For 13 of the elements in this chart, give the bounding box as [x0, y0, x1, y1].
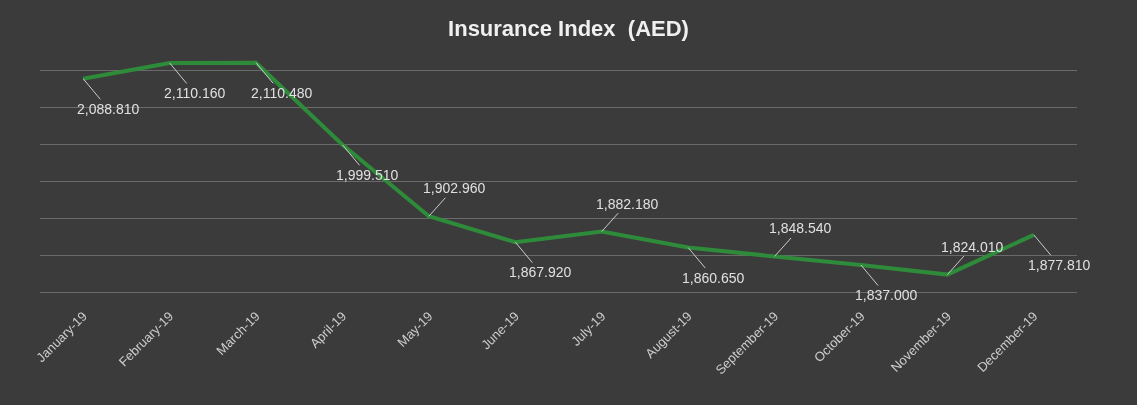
data-label: 2,110.480	[251, 85, 313, 101]
data-label: 1,860.650	[682, 270, 745, 286]
data-label: 2,088.810	[77, 101, 140, 117]
data-label: 1,877.810	[1028, 257, 1091, 273]
data-label: 2,110.160	[164, 85, 226, 101]
data-label: 1,824.010	[941, 239, 1004, 255]
data-label: 1,999.510	[336, 167, 399, 183]
chart-title: Insurance Index (AED)	[448, 15, 689, 41]
data-label: 1,902.960	[423, 180, 486, 196]
data-label: 1,867.920	[509, 264, 572, 280]
data-label: 1,882.180	[596, 196, 659, 212]
data-label: 1,848.540	[769, 220, 832, 236]
data-label: 1,837.000	[855, 287, 918, 303]
